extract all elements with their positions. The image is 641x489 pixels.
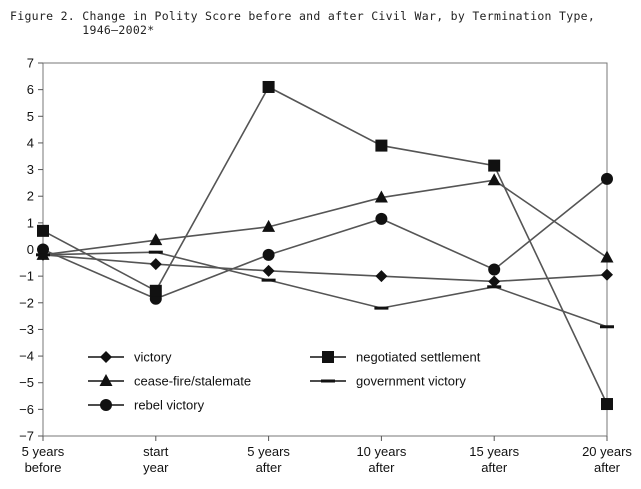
data-point-government-victory bbox=[600, 325, 614, 329]
data-point-government-victory bbox=[261, 278, 276, 282]
series-line-negotiated-settlement bbox=[42, 85, 608, 405]
legend-label-negotiated-settlement: negotiated settlement bbox=[356, 350, 481, 365]
x-tick-label: start bbox=[143, 444, 169, 459]
data-point-negotiated-settlement bbox=[37, 224, 49, 237]
y-tick-label: −3 bbox=[19, 322, 34, 337]
series-line-government-victory bbox=[42, 251, 608, 328]
y-tick-label: 7 bbox=[27, 56, 34, 71]
y-tick-label: 4 bbox=[27, 135, 34, 150]
legend-label-cease-fire-stalemate: cease-fire/stalemate bbox=[134, 374, 251, 389]
y-tick-label: 1 bbox=[27, 215, 34, 230]
data-point-negotiated-settlement bbox=[488, 159, 501, 172]
data-point-cease-fire-stalemate bbox=[600, 250, 614, 263]
data-point-negotiated-settlement bbox=[149, 284, 162, 297]
x-tick-label: 15 years bbox=[469, 444, 519, 459]
x-tick-label: after bbox=[368, 460, 395, 475]
data-point-rebel-victory bbox=[601, 172, 613, 185]
data-point-cease-fire-stalemate bbox=[374, 190, 388, 203]
data-point-cease-fire-stalemate bbox=[262, 219, 276, 232]
y-tick-label: −4 bbox=[19, 349, 34, 364]
x-tick-label: after bbox=[594, 460, 621, 475]
y-tick-label: −6 bbox=[19, 402, 34, 417]
x-tick-label: before bbox=[25, 460, 62, 475]
data-point-rebel-victory bbox=[488, 263, 501, 276]
x-tick-label: 20 years bbox=[582, 444, 632, 459]
data-point-victory bbox=[149, 258, 162, 271]
y-tick-label: 2 bbox=[27, 189, 34, 204]
x-tick-label: 5 years bbox=[247, 444, 290, 459]
legend-marker-rebel-victory bbox=[100, 399, 112, 411]
data-point-government-victory bbox=[487, 285, 502, 289]
series-line-victory bbox=[42, 254, 608, 283]
legend-label-government-victory: government victory bbox=[356, 374, 466, 389]
figure-label: Figure 2. bbox=[10, 9, 76, 23]
legend-marker-cease-fire-stalemate bbox=[99, 374, 113, 386]
data-point-victory bbox=[601, 268, 613, 281]
series-line-rebel-victory bbox=[42, 178, 608, 300]
y-tick-label: −2 bbox=[19, 295, 34, 310]
y-tick-label: 6 bbox=[27, 82, 34, 97]
y-tick-label: −5 bbox=[19, 375, 34, 390]
y-tick-label: −7 bbox=[19, 429, 34, 444]
x-tick-label: 10 years bbox=[356, 444, 406, 459]
data-point-cease-fire-stalemate bbox=[487, 173, 501, 186]
y-tick-label: −1 bbox=[19, 269, 34, 284]
figure-title: Figure 2. Change in Polity Score before … bbox=[10, 9, 630, 37]
data-point-government-victory bbox=[374, 306, 389, 310]
data-point-rebel-victory bbox=[262, 248, 275, 261]
data-point-victory bbox=[375, 270, 388, 283]
series-line-cease-fire-stalemate bbox=[42, 179, 608, 259]
x-tick-label: after bbox=[256, 460, 283, 475]
data-point-rebel-victory bbox=[375, 212, 388, 225]
figure-title-text: Change in Polity Score before and after … bbox=[82, 9, 596, 37]
legend-marker-negotiated-settlement bbox=[322, 351, 334, 363]
y-tick-label: 3 bbox=[27, 162, 34, 177]
data-point-negotiated-settlement bbox=[601, 398, 613, 411]
data-point-government-victory bbox=[36, 253, 50, 257]
y-tick-label: 5 bbox=[27, 109, 34, 124]
data-point-rebel-victory bbox=[37, 243, 49, 256]
legend-label-rebel-victory: rebel victory bbox=[134, 398, 205, 413]
data-point-negotiated-settlement bbox=[262, 80, 275, 93]
y-tick-label: 0 bbox=[27, 242, 34, 257]
data-point-victory bbox=[488, 275, 501, 288]
x-tick-label: after bbox=[481, 460, 508, 475]
data-point-negotiated-settlement bbox=[375, 139, 388, 152]
legend-label-victory: victory bbox=[134, 350, 172, 365]
legend-marker-government-victory bbox=[321, 379, 335, 383]
data-point-government-victory bbox=[148, 250, 163, 254]
data-point-victory bbox=[262, 264, 275, 277]
x-tick-label: 5 years bbox=[22, 444, 65, 459]
data-point-cease-fire-stalemate bbox=[149, 233, 163, 246]
legend-marker-victory bbox=[100, 351, 112, 363]
x-tick-label: year bbox=[143, 460, 169, 475]
